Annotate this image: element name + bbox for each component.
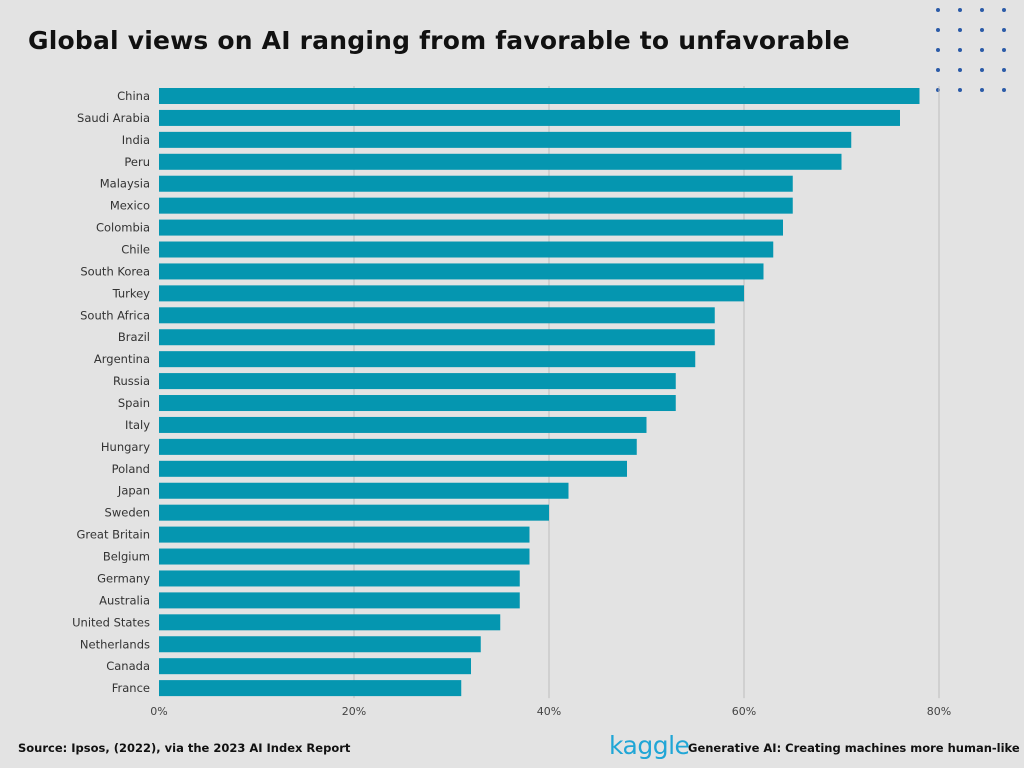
bar [159,592,520,609]
source-note: Source: Ipsos, (2022), via the 2023 AI I… [18,741,351,755]
bar [159,131,852,148]
bar [159,395,676,412]
bar [159,285,744,302]
category-labels: China Saudi Arabia India Peru Malaysia Mexico… [72,89,150,695]
chart-title: Global views on AI ranging from favorabl… [28,26,850,55]
category-label: Saudi Arabia [77,111,150,125]
bar [159,153,842,170]
x-tick-label: 0% [150,705,167,718]
decorative-dot [980,28,984,32]
decorative-dot [958,48,962,52]
decorative-dot [936,68,940,72]
bar [159,109,900,126]
bar [159,482,569,499]
category-label: Netherlands [80,637,150,651]
decorative-dot [980,68,984,72]
category-label: Argentina [94,352,150,366]
x-tick-label: 80% [927,705,951,718]
decorative-dot [1002,28,1006,32]
category-label: Malaysia [100,177,150,191]
decorative-dot [936,8,940,12]
bar [159,636,481,653]
kaggle-logo: kaggle [609,731,690,760]
bar [159,307,715,324]
bar [159,460,627,477]
category-label: Belgium [103,550,150,564]
bar [159,504,549,521]
category-label: South Africa [80,308,150,322]
decorative-dot [980,8,984,12]
category-label: Germany [97,571,150,585]
category-label: Japan [117,484,150,498]
bar [159,548,530,565]
bar [159,241,774,258]
decorative-dot [936,88,940,92]
category-label: Spain [118,396,150,410]
category-label: Chile [121,243,150,257]
x-axis-ticks: 0% 20% 40% 60% 80% [150,705,951,718]
category-label: Brazil [118,330,150,344]
bar [159,373,676,390]
category-label: Peru [124,155,150,169]
bars [159,88,920,697]
bar [159,351,696,368]
decorative-dot [958,8,962,12]
category-label: Mexico [110,199,150,213]
decorative-dot [936,48,940,52]
bar [159,438,637,455]
category-label: South Korea [80,264,150,278]
decorative-dot-grid [930,4,1024,104]
bar [159,219,783,236]
decorative-dot [936,28,940,32]
category-label: Turkey [112,286,151,300]
decorative-dot [1002,48,1006,52]
category-label: China [117,89,150,103]
category-label: France [112,681,150,695]
category-label: Colombia [96,221,150,235]
decorative-dot [980,88,984,92]
category-label: Russia [113,374,150,388]
category-label: India [122,133,150,147]
decorative-dot [958,88,962,92]
bar [159,614,501,631]
x-tick-label: 20% [342,705,366,718]
category-label: Poland [112,462,150,476]
decorative-dot [1002,8,1006,12]
category-label: Canada [106,659,150,673]
decorative-dot [980,48,984,52]
bar [159,263,764,280]
bar [159,197,793,214]
decorative-dot [1002,68,1006,72]
bar [159,658,471,675]
x-tick-label: 60% [732,705,756,718]
category-label: Sweden [105,506,150,520]
footer-tagline: Generative AI: Creating machines more hu… [688,741,1020,755]
category-label: Hungary [101,440,150,454]
bar [159,329,715,346]
decorative-dot [958,68,962,72]
bar [159,416,647,433]
bar [159,680,462,697]
bar [159,526,530,543]
category-label: Italy [125,418,150,432]
decorative-dot [1002,88,1006,92]
x-tick-label: 40% [537,705,561,718]
decorative-dot [958,28,962,32]
category-label: Great Britain [76,528,150,542]
bar [159,570,520,587]
category-label: Australia [99,593,150,607]
bar [159,88,920,104]
bar [159,175,793,192]
category-label: United States [72,615,150,629]
